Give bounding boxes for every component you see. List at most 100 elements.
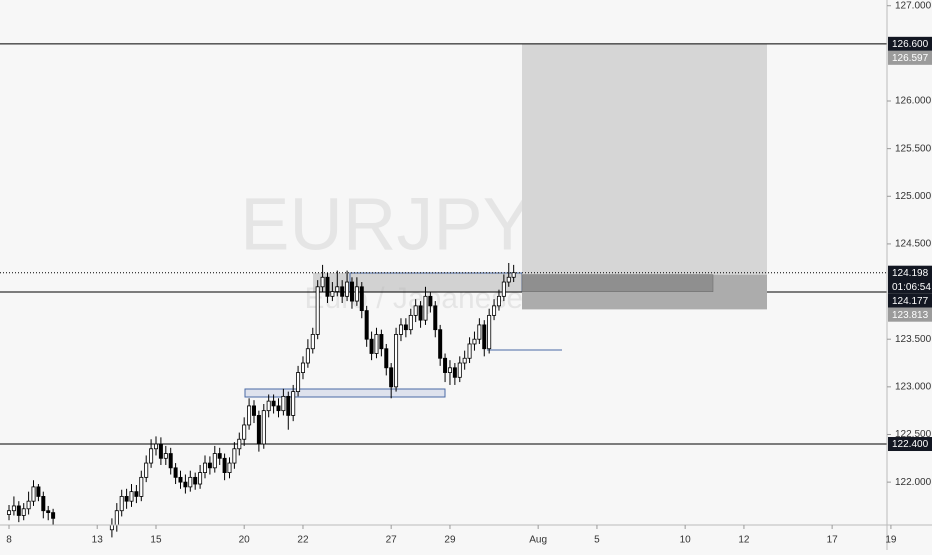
candle-body: [153, 443, 158, 450]
candle-body: [173, 467, 178, 478]
candle-body: [232, 448, 237, 464]
candle-body: [330, 291, 335, 297]
candle-body: [438, 329, 443, 359]
candle-body: [408, 314, 413, 331]
candle-body: [496, 295, 501, 307]
candle-body: [266, 400, 271, 412]
candle-body: [11, 505, 16, 512]
candle-body: [462, 357, 467, 364]
candle-body: [389, 367, 394, 388]
countdown-label: 01:06:54: [892, 282, 931, 293]
candle-body: [384, 348, 389, 369]
candle-body: [418, 305, 423, 321]
x-tick-label: 20: [239, 535, 251, 546]
x-tick-label: Aug: [529, 535, 547, 546]
x-tick-label: 5: [594, 535, 600, 546]
loss-zone-fill: [521, 274, 714, 292]
candle-body: [31, 486, 36, 502]
candle-body: [423, 295, 428, 321]
price-badge: [888, 36, 932, 51]
candle-body: [271, 400, 276, 407]
candle-body: [281, 395, 286, 412]
candle-body: [16, 505, 21, 516]
profit-zone: [522, 44, 767, 275]
candle-body: [251, 405, 256, 416]
candle-body: [168, 453, 173, 469]
y-tick-label: 123.500: [895, 334, 932, 345]
price-badge: [888, 437, 932, 452]
price-badge-label: 123.813: [892, 310, 929, 321]
candle-body: [467, 343, 472, 359]
candle-body: [276, 405, 281, 412]
x-tick-label: 17: [827, 535, 839, 546]
candle-body: [261, 410, 266, 445]
candle-body: [144, 462, 149, 478]
candle-body: [207, 462, 212, 469]
price-badge-label: 126.597: [892, 53, 929, 64]
x-tick-label: 27: [386, 535, 398, 546]
candle-body: [305, 348, 310, 364]
candle-body: [398, 324, 403, 335]
candle-body: [129, 491, 134, 502]
x-tick-label: 12: [738, 535, 750, 546]
candle-body: [300, 362, 305, 373]
price-badge-label: 124.177: [892, 296, 929, 307]
zone-box: [244, 388, 446, 398]
y-tick-label: 123.000: [895, 381, 932, 392]
candle-body: [359, 286, 364, 312]
candle-body: [188, 476, 193, 488]
candle-body: [296, 372, 301, 393]
candle-body: [46, 510, 51, 514]
candle-body: [374, 334, 379, 354]
y-tick-label: 126.000: [895, 96, 932, 107]
candle-body: [7, 510, 12, 515]
candle-body: [198, 472, 203, 485]
candle-body: [457, 362, 462, 378]
candle-body: [501, 281, 506, 297]
candle-body: [506, 276, 511, 283]
candle-body: [433, 305, 438, 331]
candle-body: [291, 391, 296, 416]
candle-body: [320, 276, 325, 288]
candle-body: [227, 462, 232, 473]
candle-body: [242, 424, 247, 440]
candle-body: [345, 281, 350, 297]
candle-body: [413, 305, 418, 316]
candle-body: [26, 500, 31, 510]
candle-body: [109, 524, 114, 531]
candle-body: [335, 286, 340, 292]
candle-body: [124, 496, 129, 502]
price-badge-label: 122.400: [892, 439, 929, 450]
candle-body: [193, 476, 198, 485]
y-tick-label: 122.000: [895, 477, 932, 488]
candle-body: [492, 305, 497, 316]
price-badge: [888, 293, 932, 308]
candle-body: [369, 338, 374, 354]
candle-body: [149, 448, 154, 464]
candle-body: [212, 453, 217, 469]
price-badge-label: 124.198: [892, 268, 929, 279]
candle-body: [237, 438, 242, 450]
candle-body: [178, 476, 183, 483]
candle-body: [119, 496, 124, 512]
candle-body: [222, 457, 227, 473]
candle-body: [158, 443, 163, 459]
x-tick-label: 15: [150, 535, 162, 546]
candle-body: [349, 281, 354, 302]
candle-body: [482, 324, 487, 350]
x-tick-label: 8: [6, 535, 12, 546]
y-tick-label: 124.500: [895, 239, 932, 250]
y-tick-label: 125.000: [895, 191, 932, 202]
candle-body: [511, 272, 516, 278]
candle-body: [21, 508, 26, 516]
candle-body: [256, 415, 261, 445]
candle-body: [134, 491, 139, 497]
zone-box: [313, 273, 522, 292]
x-tick-label: 29: [444, 535, 456, 546]
candle-body: [36, 486, 41, 497]
candle-body: [394, 334, 399, 388]
candle-body: [247, 405, 252, 426]
y-tick-label: 122.500: [895, 429, 932, 440]
candle-body: [340, 286, 345, 297]
x-tick-label: 19: [885, 535, 897, 546]
